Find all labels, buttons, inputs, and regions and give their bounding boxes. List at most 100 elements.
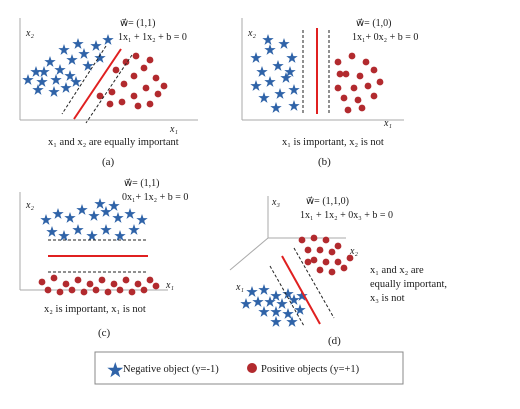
- panel-b-negative-star-icon: [258, 92, 270, 103]
- panel-d-negative-star-icon: [258, 284, 270, 295]
- panel-c-positive-dot-icon: [62, 280, 70, 288]
- panel-d-positive-dot-icon: [316, 266, 324, 274]
- panel-d-negative-star-icon: [252, 296, 264, 307]
- panel-b-negative-star-icon: [286, 52, 298, 63]
- panel-b-positive-dot-icon: [334, 84, 342, 92]
- panel-c-negative-star-icon: [128, 224, 140, 235]
- panel-d-axes: [229, 196, 346, 271]
- panel-c-positive-dot-icon: [80, 288, 88, 296]
- panel-b-negative-star-icon: [278, 38, 290, 49]
- panel-c-positive-objects: [38, 274, 160, 296]
- panel-b-negative-star-icon: [288, 100, 300, 111]
- panel-d-note-line-1: x₁ and x₂ are: [370, 265, 424, 276]
- panel-b-label: (b): [318, 156, 331, 168]
- panel-c-positive-dot-icon: [116, 286, 124, 294]
- panel-a-margin-negative: [61, 45, 107, 115]
- panel-d-positive-dot-icon: [334, 242, 342, 250]
- panel-d-note-line-3: x₃ is not: [370, 293, 405, 304]
- panel-d-negative-star-icon: [270, 316, 282, 327]
- panel-d-positive-dot-icon: [328, 268, 336, 276]
- panel-b-negative-star-icon: [288, 84, 300, 95]
- panel-b-x1-axis-label: x₁: [383, 118, 392, 129]
- panel-b-x2-axis-label: x₂: [247, 28, 256, 39]
- panel-a-negative-star-icon: [94, 52, 106, 63]
- panel-a-negative-star-icon: [66, 54, 78, 65]
- panel-c-positive-dot-icon: [104, 288, 112, 296]
- panel-c-negative-star-icon: [100, 224, 112, 235]
- panel-a-positive-dot-icon: [130, 92, 138, 100]
- panel-d-negative-star-icon: [270, 290, 282, 301]
- panel-b-negative-star-icon: [264, 44, 276, 55]
- panel-a-hyperplane-equation: 1x₁ + 1x₂ + b = 0: [118, 32, 187, 43]
- panel-c-negative-star-icon: [76, 204, 88, 215]
- panel-b-positive-dot-icon: [348, 52, 356, 60]
- panel-c-weight-vector: w⃗= (1,1): [124, 178, 159, 189]
- panel-a-negative-star-icon: [38, 66, 50, 77]
- panel-d-positive-dot-icon: [304, 258, 312, 266]
- panel-d-positive-dot-icon: [322, 258, 330, 266]
- panel-b-positive-dot-icon: [362, 58, 370, 66]
- panel-b-negative-star-icon: [256, 66, 268, 77]
- panel-a-positive-dot-icon: [96, 92, 104, 100]
- panel-c-negative-star-icon: [94, 198, 106, 209]
- panel-b-positive-dot-icon: [370, 66, 378, 74]
- panel-c-positive-dot-icon: [74, 276, 82, 284]
- panel-a-positive-dot-icon: [108, 88, 116, 96]
- panel-c-positive-dot-icon: [152, 282, 160, 290]
- panel-b: x₂ x₁ w⃗= (1,0) 1x₁+ 0x₂ + b = 0 x₁ is i…: [241, 18, 418, 168]
- panel-b-hyperplane-equation: 1x₁+ 0x₂ + b = 0: [352, 32, 418, 43]
- panel-b-negative-star-icon: [270, 102, 282, 113]
- panel-c-x2-axis-label: x₂: [25, 200, 34, 211]
- panel-b-positive-dot-icon: [336, 70, 344, 78]
- panel-b-axes: [241, 18, 404, 121]
- panel-b-negative-star-icon: [262, 34, 274, 45]
- legend-box: [94, 351, 404, 385]
- panel-c-negative-objects: [40, 198, 148, 241]
- panel-a-negative-star-icon: [82, 60, 94, 71]
- panel-b-caption: x₁ is important, x₂ is not: [282, 137, 384, 148]
- panel-c-positive-dot-icon: [68, 286, 76, 294]
- panel-b-positive-dot-icon: [370, 92, 378, 100]
- legend-positive-label: Positive objects (y=+1): [261, 364, 360, 375]
- panel-c-caption: x₂ is important, x₁ is not: [44, 304, 146, 315]
- panel-d-positive-objects: [298, 234, 354, 276]
- panel-b-negative-star-icon: [272, 60, 284, 71]
- panel-c-negative-star-icon: [114, 230, 126, 241]
- panel-d-hyperplane-equation: 1x₁ + 1x₂ + 0x₃ + b = 0: [300, 210, 393, 221]
- panel-a-positive-objects: [96, 52, 168, 110]
- panel-a-positive-dot-icon: [146, 100, 154, 108]
- panel-c-negative-star-icon: [86, 230, 98, 241]
- panel-d-x3-axis-label: x₃: [271, 197, 280, 208]
- panel-b-positive-dot-icon: [340, 94, 348, 102]
- panel-d-positive-dot-icon: [346, 254, 354, 262]
- panel-a-positive-dot-icon: [112, 66, 120, 74]
- panel-d-negative-star-icon: [286, 316, 298, 327]
- panel-d-positive-dot-icon: [340, 264, 348, 272]
- panel-a-negative-star-icon: [58, 44, 70, 55]
- legend: Negative object (y=-1) Positive objects …: [94, 351, 404, 385]
- panel-a-weight-vector: w⃗= (1,1): [120, 18, 155, 29]
- panel-b-positive-dot-icon: [358, 104, 366, 112]
- panel-c-positive-dot-icon: [122, 276, 130, 284]
- panel-b-negative-star-icon: [250, 80, 262, 91]
- panel-d-negative-star-icon: [258, 306, 270, 317]
- panel-b-positive-dot-icon: [364, 82, 372, 90]
- panel-d-margin-negative: [269, 265, 305, 327]
- panel-c-positive-dot-icon: [56, 288, 64, 296]
- panel-a-negative-star-icon: [50, 74, 62, 85]
- panel-c-negative-star-icon: [112, 212, 124, 223]
- panel-c: x₂ x₁ w⃗= (1,1) 0x₁+ 1x₂ + b = 0 x₂ is i…: [19, 178, 188, 339]
- panel-c-negative-star-icon: [72, 224, 84, 235]
- panel-a-margin-positive: [85, 54, 133, 124]
- panel-a: x₂ x₁ w⃗= (1,1) 1x₁ + 1x₂ + b = 0 x₁ and…: [19, 18, 198, 168]
- panel-c-negative-star-icon: [108, 200, 120, 211]
- panel-c-negative-star-icon: [124, 208, 136, 219]
- panel-c-negative-star-icon: [58, 230, 70, 241]
- panel-d-positive-dot-icon: [310, 256, 318, 264]
- panel-b-positive-dot-icon: [342, 70, 350, 78]
- panel-c-positive-dot-icon: [128, 288, 136, 296]
- panel-b-positive-dot-icon: [354, 96, 362, 104]
- panel-c-negative-star-icon: [64, 212, 76, 223]
- panel-c-negative-star-icon: [46, 226, 58, 237]
